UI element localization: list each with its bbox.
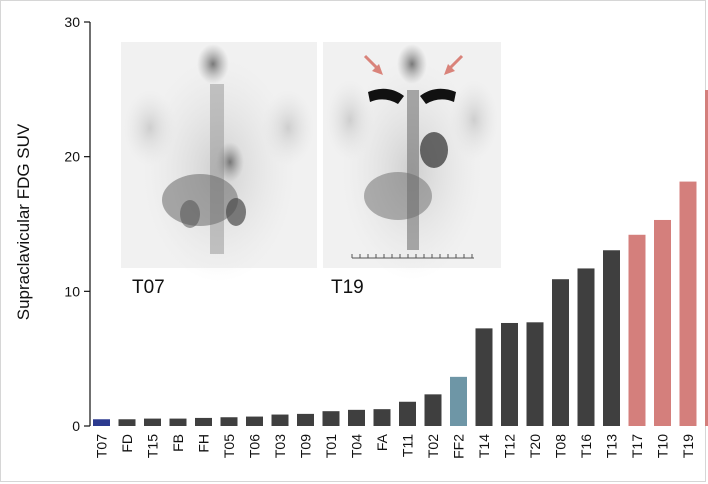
bar-t18: [705, 90, 708, 427]
x-tick-label-fh: FH: [196, 434, 212, 453]
y-tick-label: 20: [64, 149, 80, 165]
bar-t09: [297, 413, 314, 426]
x-tick-label-t13: T13: [604, 434, 620, 458]
x-tick-label-t14: T14: [476, 434, 492, 458]
pet-scan-image-t07: [121, 42, 317, 282]
y-axis: 0 10 20 30: [64, 14, 91, 434]
x-tick-label-t17: T17: [629, 434, 645, 458]
bar-t17: [628, 234, 646, 426]
arrow-left-icon: [363, 54, 383, 75]
bar-t05: [220, 417, 238, 426]
bar-t19: [679, 181, 697, 426]
x-tick-label-t06: T06: [247, 434, 263, 458]
scan-label-t07: T07: [132, 277, 165, 298]
bar-t12: [501, 322, 518, 426]
arrow-right-icon: [444, 54, 464, 75]
y-tick-label: 10: [64, 283, 80, 299]
x-tick-label-t01: T01: [323, 434, 339, 458]
y-tick-label: 0: [72, 418, 80, 434]
bar-t16: [577, 268, 595, 426]
x-tick-label-fa: FA: [374, 433, 390, 451]
x-tick-label-t03: T03: [272, 434, 288, 458]
bar-fb: [169, 418, 187, 426]
bars: [93, 90, 708, 427]
bar-t07: [93, 419, 110, 426]
bar-t15: [144, 418, 161, 426]
bar-t01: [322, 411, 340, 426]
bar-t14: [475, 328, 493, 426]
bar-fd: [118, 419, 136, 426]
x-tick-label-t18: T18: [706, 434, 708, 458]
bar-ff2: [450, 376, 467, 426]
x-tick-label-t19: T19: [680, 434, 696, 458]
x-tick-label-t20: T20: [527, 434, 543, 458]
x-tick-label-t16: T16: [578, 434, 594, 458]
x-tick-label-fd: FD: [119, 434, 135, 453]
bar-t08: [552, 279, 569, 426]
x-tick-labels: T07 FD T15 FB FH T05 T06 T03 T09 T01 T04 FA T11 T02 FF…: [94, 433, 708, 459]
x-tick-label-t12: T12: [502, 434, 518, 458]
y-axis-title: Supraclavicular FDG SUV: [14, 123, 33, 320]
x-tick-label-t04: T04: [349, 434, 365, 458]
bar-t06: [246, 416, 263, 426]
bar-t13: [603, 250, 620, 426]
x-tick-label-t07: T07: [94, 434, 110, 458]
bar-t11: [399, 401, 416, 426]
scan-label-t19: T19: [331, 277, 364, 298]
pet-scan-image-t19: [323, 42, 501, 280]
x-tick-label-t15: T15: [145, 434, 161, 458]
bar-t04: [348, 409, 365, 426]
bar-t03: [271, 414, 289, 426]
x-tick-label-t11: T11: [400, 434, 416, 457]
x-tick-label-t08: T08: [553, 434, 569, 458]
x-tick-label-t02: T02: [425, 434, 441, 458]
x-tick-label-ff2: FF2: [451, 434, 467, 459]
bar-t10: [654, 219, 671, 426]
x-tick-label-t05: T05: [221, 434, 237, 458]
bar-fa: [373, 409, 391, 426]
x-tick-label-t09: T09: [298, 434, 314, 458]
x-tick-label-fb: FB: [170, 434, 186, 452]
bar-t20: [526, 322, 544, 426]
y-tick-label: 30: [64, 14, 80, 30]
x-tick-label-t10: T10: [655, 434, 671, 458]
bar-t02: [424, 394, 442, 426]
bar-fh: [195, 417, 212, 426]
